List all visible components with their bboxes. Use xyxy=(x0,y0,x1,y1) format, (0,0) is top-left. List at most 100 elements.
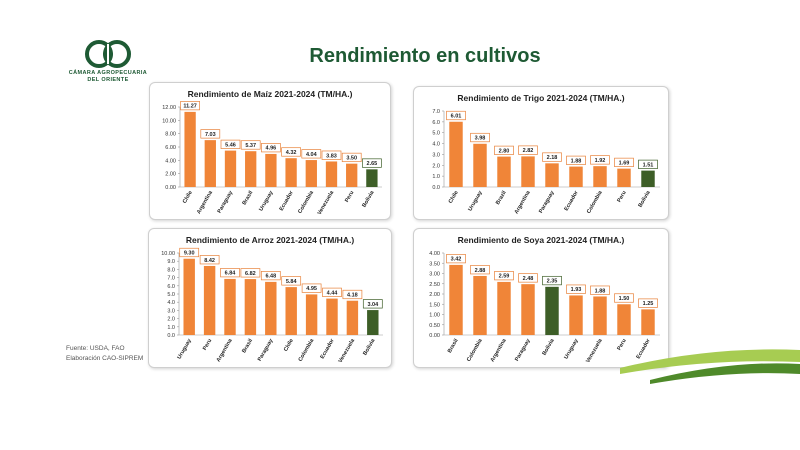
source-note: Fuente: USDA, FAO Elaboración CAO-SIPREM xyxy=(66,344,143,364)
bar-paraguay xyxy=(521,284,535,335)
logo-text-line1: CÁMARA AGROPECUARIA xyxy=(68,70,148,76)
x-tick-label: Brasil xyxy=(447,338,460,355)
bar-ecuador xyxy=(326,298,338,335)
data-label: 4.18 xyxy=(347,293,358,299)
bar-venezuela xyxy=(325,161,338,187)
data-label-box xyxy=(322,287,342,297)
data-label-box xyxy=(590,155,610,165)
x-tick-label: Ecuador xyxy=(564,189,581,212)
x-tick-label: Peru xyxy=(616,338,627,352)
data-label-box xyxy=(240,140,261,150)
chart-card-trigo: Rendimiento de Trigo 2021-2024 (TM/HA.) 0… xyxy=(413,86,669,220)
bar-ecuador xyxy=(641,309,655,335)
decorative-swoosh xyxy=(620,349,800,384)
swoosh-light xyxy=(620,349,800,374)
data-label-box xyxy=(200,129,221,139)
chart-card-arroz: Rendimiento de Arroz 2021-2024 (TM/HA.) 0… xyxy=(148,228,392,368)
chart-title: Rendimiento de Arroz 2021-2024 (TM/HA.) xyxy=(186,235,354,245)
x-tick-label: Ecuador xyxy=(279,189,296,212)
bar-chile xyxy=(449,121,463,187)
data-label-box xyxy=(494,271,514,281)
data-label: 2.88 xyxy=(475,268,486,274)
data-label-box xyxy=(590,285,610,295)
data-label: 2.18 xyxy=(547,155,558,161)
data-label: 2.35 xyxy=(547,279,558,285)
x-tick-label: Colombia xyxy=(586,189,604,215)
y-tick-label: 1.0 xyxy=(432,174,440,180)
data-label-box xyxy=(494,145,514,155)
y-tick-label: 0.00 xyxy=(165,185,176,191)
x-tick-label: Argentina xyxy=(514,189,533,215)
x-tick-label: Chile xyxy=(182,190,194,205)
x-tick-label: Venezuela xyxy=(338,337,357,364)
x-tick-label: Chile xyxy=(448,190,460,205)
bar-peru xyxy=(346,163,358,187)
x-tick-label: Colombia xyxy=(298,337,316,363)
data-label: 1.51 xyxy=(643,162,654,168)
bar-ecuador xyxy=(285,158,297,187)
data-label: 1.88 xyxy=(595,288,606,294)
data-label: 6.48 xyxy=(265,274,276,280)
bar-uruguay xyxy=(569,295,583,335)
bar-chile xyxy=(285,287,297,335)
data-label: 1.25 xyxy=(643,301,654,307)
x-tick-label: Peru xyxy=(616,190,627,204)
data-label-box xyxy=(281,147,301,157)
y-tick-label: 7.0 xyxy=(432,109,440,115)
x-tick-label: Colombia xyxy=(466,337,484,363)
bar-argentina xyxy=(497,281,511,335)
x-tick-label: Peru xyxy=(344,190,355,204)
data-label-box xyxy=(566,284,586,294)
data-label: 1.88 xyxy=(571,158,582,164)
data-label: 3.04 xyxy=(367,302,379,308)
bar-brazil xyxy=(497,156,511,187)
y-tick-label: 7.0 xyxy=(167,276,175,282)
y-tick-label: 10.00 xyxy=(162,118,176,124)
y-tick-label: 12.00 xyxy=(162,105,176,111)
x-tick-label: Bolivia xyxy=(361,189,376,208)
cao-logo-icon xyxy=(85,40,131,68)
chart-maiz-svg: Rendimiento de Maíz 2021-2024 (TM/HA.) 0.… xyxy=(162,89,382,216)
data-label-box xyxy=(470,132,490,143)
bar-bolivia xyxy=(641,170,655,187)
x-tick-label: Venezuela xyxy=(317,189,336,216)
x-tick-label: Bolivia xyxy=(542,337,557,356)
x-tick-label: Peru xyxy=(202,338,213,352)
data-label: 1.93 xyxy=(571,287,582,293)
data-label: 9.30 xyxy=(184,251,195,257)
data-label: 4.04 xyxy=(306,152,318,158)
data-label-box xyxy=(566,155,586,165)
x-tick-label: Bolivia xyxy=(362,337,377,356)
bar-paraguay xyxy=(265,281,277,335)
data-label: 6.01 xyxy=(451,114,462,120)
bar-chile xyxy=(184,111,196,187)
y-tick-label: 3.50 xyxy=(429,261,440,267)
bar-colombia xyxy=(473,275,487,335)
x-tick-label: Colombia xyxy=(297,189,315,215)
x-tick-label: Uruguay xyxy=(467,189,484,212)
chart-card-maiz: Rendimiento de Maíz 2021-2024 (TM/HA.) 0.… xyxy=(149,82,391,220)
x-tick-label: Uruguay xyxy=(177,337,194,360)
x-tick-label: Argentina xyxy=(196,189,215,215)
data-label-box xyxy=(321,150,342,160)
y-tick-label: 4.0 xyxy=(167,300,175,306)
y-tick-label: 5.0 xyxy=(167,292,175,298)
bar-peru xyxy=(617,304,631,335)
data-label-box xyxy=(518,145,538,155)
data-label-box xyxy=(542,152,562,162)
data-label: 5.84 xyxy=(286,279,298,285)
bar-uruguay xyxy=(265,153,277,187)
source-line-1: Fuente: USDA, FAO xyxy=(66,345,125,352)
data-label: 4.32 xyxy=(286,150,297,156)
data-label-box xyxy=(220,139,241,149)
data-label: 8.42 xyxy=(204,258,215,264)
y-tick-label: 2.0 xyxy=(167,317,175,323)
x-tick-label: Venezuela xyxy=(585,337,604,364)
bar-argentina xyxy=(204,140,216,187)
y-tick-label: 2.00 xyxy=(429,292,440,298)
data-label-box xyxy=(301,283,322,293)
y-tick-label: 2.50 xyxy=(429,282,440,288)
data-label-box xyxy=(446,254,466,264)
data-label: 7.03 xyxy=(205,132,216,138)
